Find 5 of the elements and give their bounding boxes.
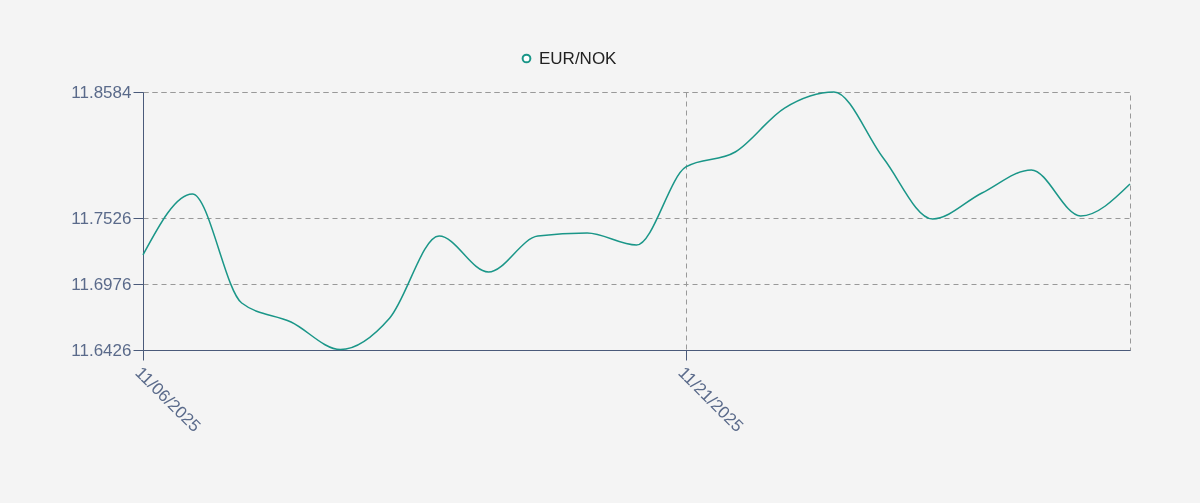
y-tick-label: 11.7526 xyxy=(71,208,132,228)
y-tick-label: 11.8584 xyxy=(71,82,132,102)
legend-label: EUR/NOK xyxy=(539,48,618,68)
y-tick-label: 11.6976 xyxy=(71,274,132,294)
y-tick-label: 11.6426 xyxy=(71,340,132,360)
